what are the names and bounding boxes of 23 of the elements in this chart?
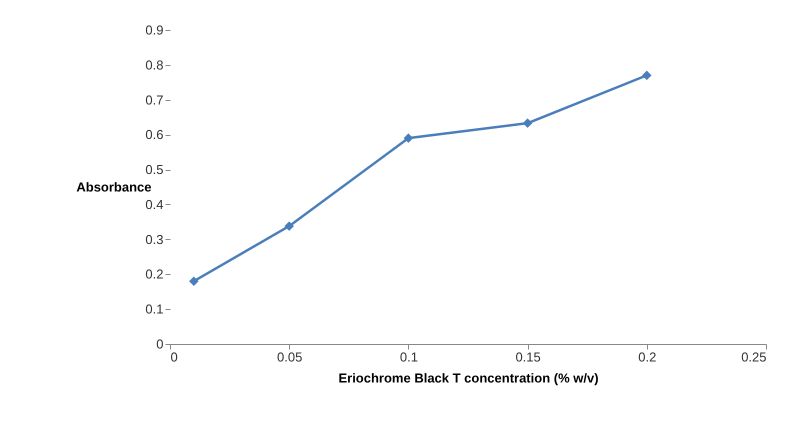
y-tick-label: 0.8 xyxy=(145,57,164,72)
y-tick-label: 0.6 xyxy=(145,127,164,142)
y-tick-label: 0 xyxy=(156,336,164,352)
point xyxy=(189,276,199,286)
x-tick-label: 0.1 xyxy=(400,350,418,364)
x-tick-label: 0.05 xyxy=(277,350,302,364)
x-tick-label: 0.2 xyxy=(638,350,656,364)
y-tick-label: 0.1 xyxy=(145,302,164,317)
y-tick-label: 0.4 xyxy=(145,196,164,212)
x-axis-title: Eriochrome Black T concentration (% w/v) xyxy=(338,370,599,386)
point xyxy=(284,221,294,231)
x-tick-label: 0 xyxy=(170,350,178,364)
point xyxy=(404,133,414,143)
point xyxy=(522,118,532,128)
y-axis-title: Absorbance xyxy=(76,180,152,194)
x-tick-label: 0.15 xyxy=(515,350,541,364)
x-tick-label: 0.25 xyxy=(741,350,766,364)
y-tick-label: 0.9 xyxy=(145,22,164,38)
y-tick-label: 0.2 xyxy=(145,266,164,282)
y-tick-label: 0.5 xyxy=(145,162,164,178)
y-tick-label: 0.7 xyxy=(145,92,164,108)
point xyxy=(642,70,652,80)
y-tick-label: 0.3 xyxy=(145,232,164,247)
